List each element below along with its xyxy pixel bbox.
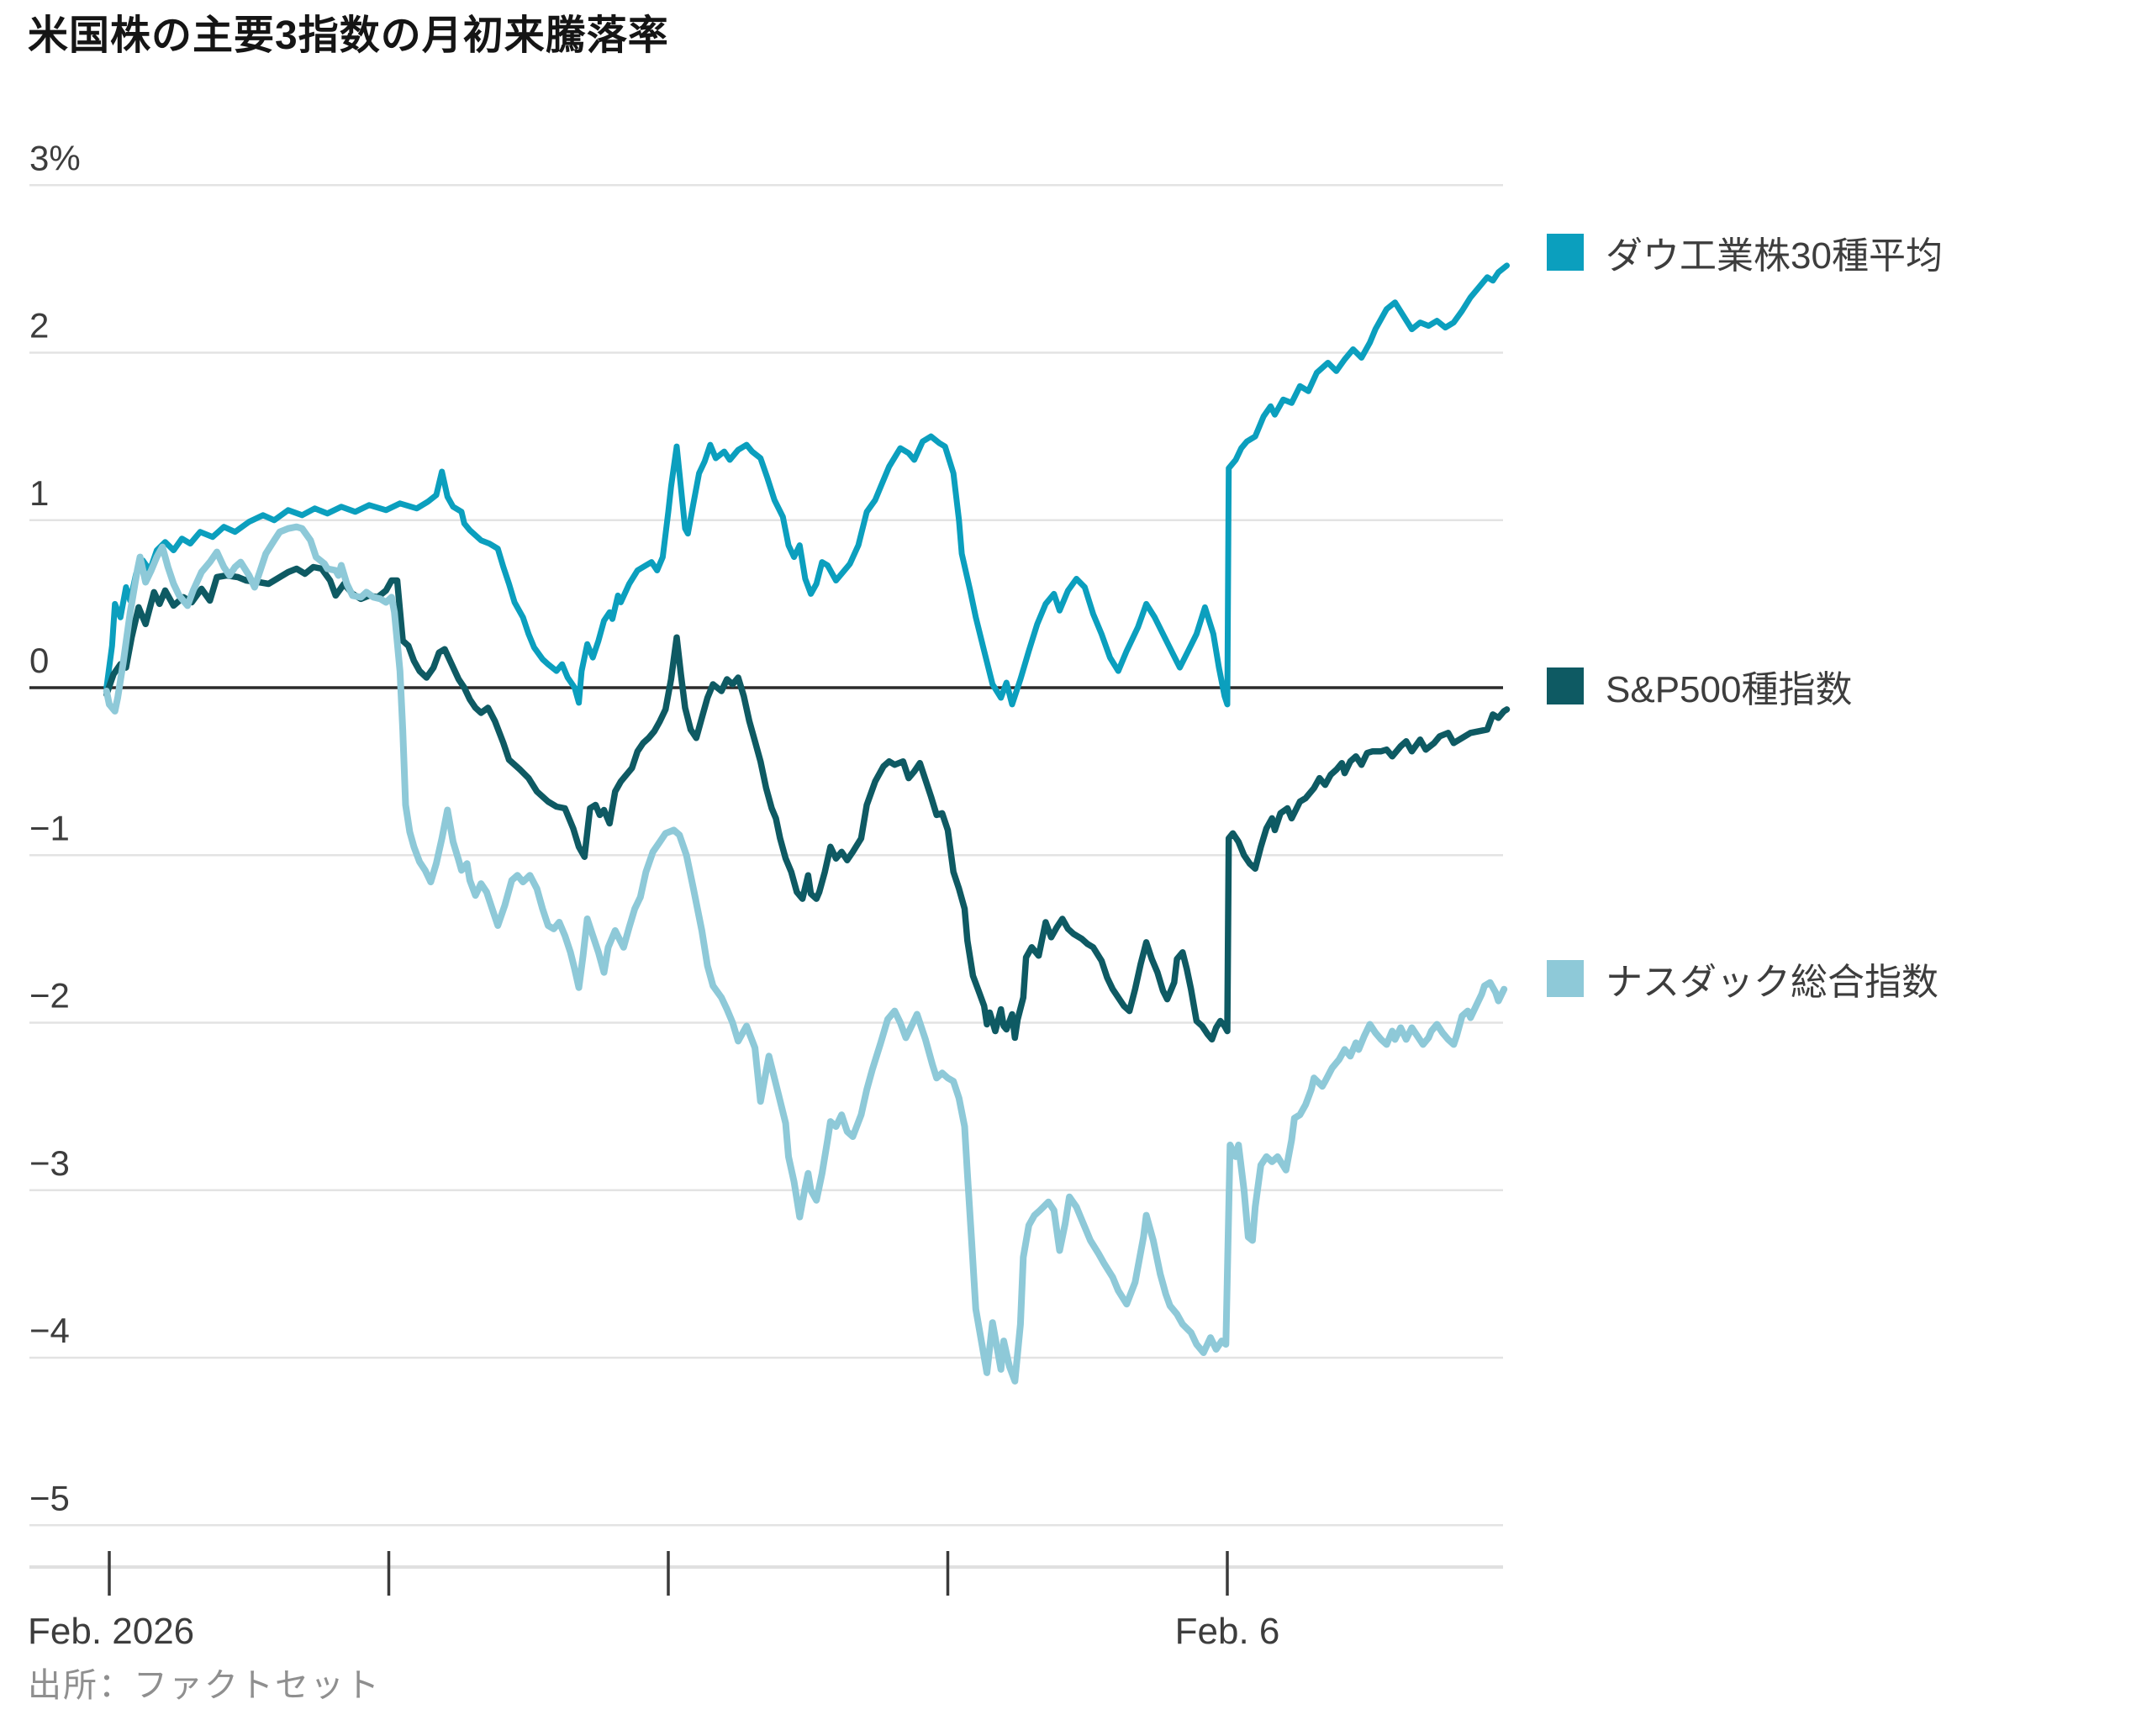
y-tick-label: −4: [29, 1311, 70, 1350]
y-tick-label: −3: [29, 1143, 70, 1183]
legend: ダウ工業株30種平均 S&P500種指数 ナスダック総合指数: [1547, 0, 2135, 1736]
legend-swatch-nasdaq: [1547, 960, 1584, 997]
series-line-dow-jones: [103, 262, 1510, 708]
y-tick-label: −1: [29, 808, 70, 847]
series-line-sp500: [103, 563, 1511, 1043]
legend-item-dow-jones: ダウ工業株30種平均: [1547, 225, 1943, 279]
legend-swatch-sp500: [1547, 667, 1584, 704]
y-tick-label: −5: [29, 1478, 70, 1517]
legend-label-sp500: S&P500種指数: [1606, 669, 1853, 710]
source-note: 出所：ファクトセット: [28, 1667, 381, 1704]
legend-swatch-dow-jones: [1547, 234, 1584, 271]
y-tick-label: 0: [29, 641, 49, 680]
legend-item-nasdaq: ナスダック総合指数: [1547, 952, 1938, 1005]
legend-label-nasdaq: ナスダック総合指数: [1606, 962, 1938, 1003]
legend-label-dow-jones: ダウ工業株30種平均: [1606, 235, 1943, 277]
series-line-nasdaq: [103, 523, 1508, 1385]
y-tick-label: 2: [29, 306, 49, 346]
y-tick-label: −2: [29, 976, 70, 1016]
x-tick-label: Feb. 6: [1175, 1611, 1280, 1652]
page-title: 米国株の主要3指数の月初来騰落率: [28, 13, 669, 58]
legend-item-sp500: S&P500種指数: [1547, 659, 1852, 713]
x-tick-label: Feb. 2026: [28, 1611, 194, 1652]
y-tick-label: 3%: [29, 138, 81, 177]
y-tick-label: 1: [29, 473, 49, 513]
